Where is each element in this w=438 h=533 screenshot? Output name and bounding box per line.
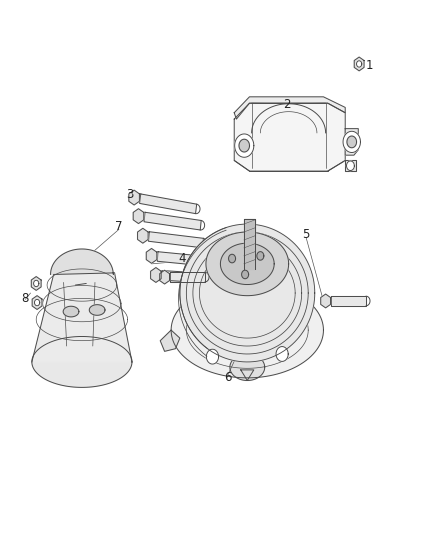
Text: 3: 3 xyxy=(126,189,134,201)
Polygon shape xyxy=(35,300,40,306)
Text: 8: 8 xyxy=(21,292,29,305)
Polygon shape xyxy=(144,212,201,230)
Text: 6: 6 xyxy=(224,372,231,384)
Polygon shape xyxy=(345,160,356,171)
Polygon shape xyxy=(345,128,358,155)
Polygon shape xyxy=(347,136,357,148)
Polygon shape xyxy=(32,336,132,387)
Polygon shape xyxy=(160,330,180,351)
Polygon shape xyxy=(157,252,206,266)
Polygon shape xyxy=(31,277,41,290)
Polygon shape xyxy=(63,306,79,317)
Polygon shape xyxy=(50,249,115,274)
Polygon shape xyxy=(151,268,161,282)
Polygon shape xyxy=(138,228,148,243)
Polygon shape xyxy=(244,219,255,269)
Polygon shape xyxy=(276,346,288,361)
Text: 2: 2 xyxy=(283,98,290,111)
Polygon shape xyxy=(206,232,289,296)
Polygon shape xyxy=(331,296,366,306)
Polygon shape xyxy=(230,354,265,381)
Polygon shape xyxy=(133,209,144,223)
Polygon shape xyxy=(148,232,203,248)
Polygon shape xyxy=(171,282,323,378)
Text: 4: 4 xyxy=(178,252,186,265)
Text: 1: 1 xyxy=(365,59,373,71)
Polygon shape xyxy=(32,273,132,362)
Polygon shape xyxy=(160,270,170,284)
Polygon shape xyxy=(357,61,362,67)
Polygon shape xyxy=(129,190,139,205)
Polygon shape xyxy=(229,254,236,263)
Polygon shape xyxy=(354,57,364,71)
Polygon shape xyxy=(89,305,105,316)
Text: 5: 5 xyxy=(302,228,310,241)
Polygon shape xyxy=(32,296,42,310)
Polygon shape xyxy=(242,270,249,279)
Polygon shape xyxy=(220,243,274,285)
Polygon shape xyxy=(140,194,197,214)
Polygon shape xyxy=(180,224,315,362)
Polygon shape xyxy=(346,161,354,171)
Polygon shape xyxy=(257,252,264,260)
Polygon shape xyxy=(234,97,345,119)
Polygon shape xyxy=(34,280,39,287)
Polygon shape xyxy=(239,139,250,152)
Polygon shape xyxy=(146,248,157,263)
Polygon shape xyxy=(234,103,345,171)
Polygon shape xyxy=(206,349,219,364)
Polygon shape xyxy=(170,272,205,282)
Polygon shape xyxy=(321,294,331,308)
Polygon shape xyxy=(343,131,360,152)
Polygon shape xyxy=(162,271,210,283)
Polygon shape xyxy=(235,134,254,157)
Text: 7: 7 xyxy=(115,220,123,233)
